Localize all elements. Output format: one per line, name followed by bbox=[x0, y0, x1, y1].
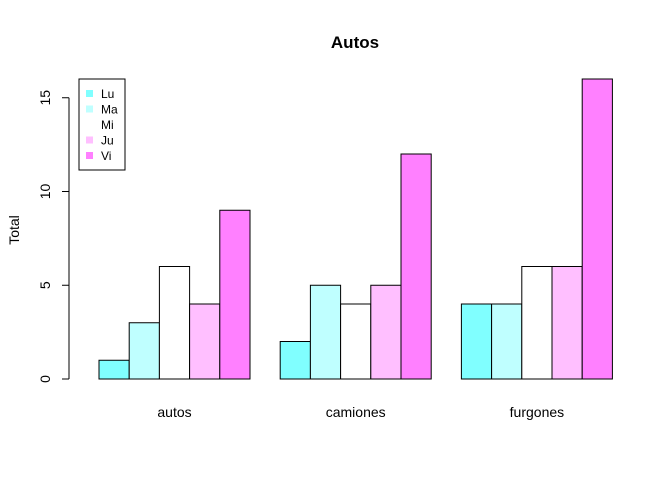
legend-swatch-Ju bbox=[86, 136, 93, 144]
bars bbox=[98, 78, 613, 380]
y-tick-label: 0 bbox=[37, 375, 53, 383]
y-tick-label: 10 bbox=[37, 184, 53, 200]
y-tick-label: 5 bbox=[37, 281, 53, 289]
y-tick-label: 15 bbox=[37, 90, 53, 106]
bar-camiones-Ma bbox=[309, 284, 342, 380]
bar-autos-Ju bbox=[189, 303, 221, 380]
category-label: furgones bbox=[510, 404, 564, 420]
category-labels: autos camiones furgones bbox=[157, 404, 564, 420]
bar-autos-Mi bbox=[158, 266, 191, 380]
legend-label-Ma: Ma bbox=[101, 103, 118, 117]
legend-swatch-Lu bbox=[86, 90, 93, 97]
legend-swatch-Mi bbox=[86, 121, 93, 128]
bar-furgones-Mi bbox=[521, 266, 553, 380]
legend-label-Vi: Vi bbox=[101, 149, 111, 163]
bar-autos-Ma bbox=[128, 322, 160, 380]
bar-autos-Vi bbox=[219, 209, 251, 380]
legend-label-Lu: Lu bbox=[101, 87, 114, 101]
bar-camiones-Vi bbox=[400, 153, 432, 380]
y-ticks: 0 5 10 15 bbox=[37, 90, 69, 383]
chart-title: Autos bbox=[331, 33, 379, 52]
bar-furgones-Ma bbox=[491, 303, 523, 380]
legend-swatch-Ma bbox=[86, 105, 93, 113]
legend-label-Ju: Ju bbox=[101, 134, 114, 148]
bar-furgones-Lu bbox=[460, 303, 493, 380]
bar-furgones-Vi bbox=[581, 78, 613, 380]
category-label: autos bbox=[157, 404, 191, 420]
bar-camiones-Mi bbox=[340, 303, 372, 380]
bar-furgones-Ju bbox=[551, 266, 583, 380]
bar-camiones-Ju bbox=[370, 284, 402, 380]
y-axis-label: Total bbox=[6, 215, 22, 245]
legend-swatch-Vi bbox=[86, 152, 93, 159]
legend-label-Mi: Mi bbox=[101, 118, 114, 132]
category-label: camiones bbox=[326, 404, 386, 420]
bar-autos-Lu bbox=[98, 359, 130, 380]
bar-camiones-Lu bbox=[279, 341, 311, 380]
